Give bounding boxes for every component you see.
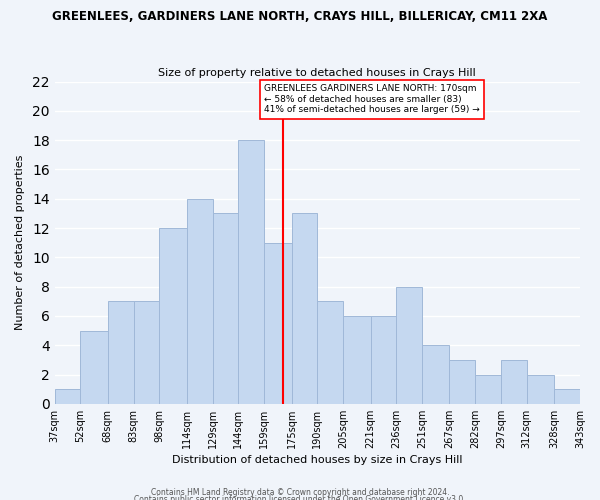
Bar <box>343 316 371 404</box>
Bar <box>134 302 160 404</box>
Bar <box>475 374 501 404</box>
Bar <box>55 389 80 404</box>
Bar <box>264 242 292 404</box>
Text: GREENLEES GARDINERS LANE NORTH: 170sqm
← 58% of detached houses are smaller (83): GREENLEES GARDINERS LANE NORTH: 170sqm ←… <box>264 84 480 114</box>
Bar <box>396 286 422 404</box>
X-axis label: Distribution of detached houses by size in Crays Hill: Distribution of detached houses by size … <box>172 455 463 465</box>
Bar <box>80 330 108 404</box>
Bar <box>501 360 527 404</box>
Bar <box>187 198 212 404</box>
Bar <box>108 302 134 404</box>
Bar <box>554 389 580 404</box>
Title: Size of property relative to detached houses in Crays Hill: Size of property relative to detached ho… <box>158 68 476 78</box>
Bar <box>160 228 187 404</box>
Bar <box>371 316 396 404</box>
Text: Contains HM Land Registry data © Crown copyright and database right 2024.: Contains HM Land Registry data © Crown c… <box>151 488 449 497</box>
Bar <box>292 214 317 404</box>
Bar <box>212 214 238 404</box>
Bar <box>527 374 554 404</box>
Bar <box>422 345 449 404</box>
Bar <box>449 360 475 404</box>
Bar <box>317 302 343 404</box>
Y-axis label: Number of detached properties: Number of detached properties <box>15 155 25 330</box>
Text: Contains public sector information licensed under the Open Government Licence v3: Contains public sector information licen… <box>134 496 466 500</box>
Text: GREENLEES, GARDINERS LANE NORTH, CRAYS HILL, BILLERICAY, CM11 2XA: GREENLEES, GARDINERS LANE NORTH, CRAYS H… <box>52 10 548 23</box>
Bar <box>238 140 264 404</box>
